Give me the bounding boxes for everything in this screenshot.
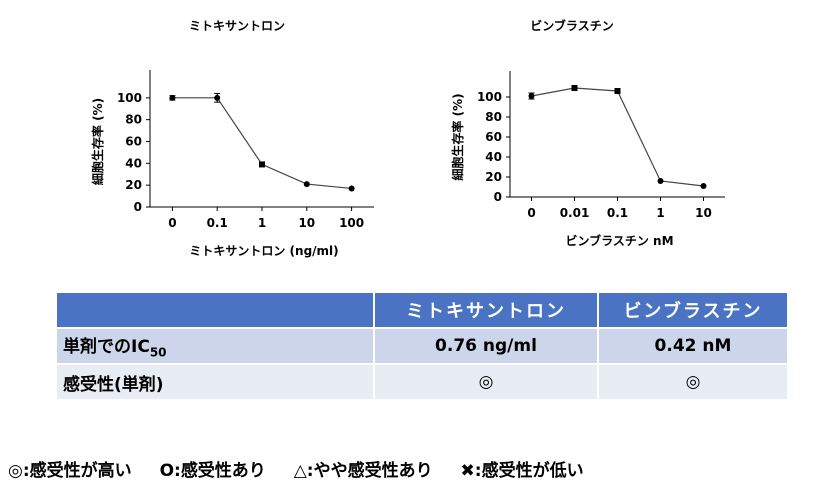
x-tick-label: 0	[168, 216, 176, 230]
x-axis-label: ビンブラスチン nM	[565, 233, 673, 248]
data-point	[169, 94, 176, 101]
x-tick-label: 1	[258, 216, 266, 230]
table-row: 感受性(単剤) ◎ ◎	[57, 365, 787, 399]
row-label-ic50: 単剤でのIC50	[57, 329, 373, 363]
y-tick-label: 40	[125, 156, 142, 170]
row-label-sensitivity: 感受性(単剤)	[57, 365, 373, 399]
x-tick-label: 0.01	[560, 206, 590, 220]
y-tick-label: 80	[485, 110, 502, 124]
data-point	[303, 181, 310, 188]
table-row: 単剤でのIC50 0.76 ng/ml 0.42 nM	[57, 329, 787, 363]
data-point	[214, 94, 221, 101]
x-tick-label: 1	[656, 206, 664, 220]
chart-title: ビンブラスチン	[530, 18, 613, 33]
data-point	[657, 178, 664, 184]
x-axis-label: ミトキサントロン (ng/ml)	[189, 244, 338, 258]
legend-item-somewhat: △:やや感受性あり	[293, 461, 433, 481]
y-tick-label: 100	[477, 90, 502, 104]
y-tick-label: 20	[125, 178, 142, 192]
table-header-blank	[57, 293, 373, 327]
sensitivity-legend: ◎:感受性が高い O:感受性あり △:やや感受性あり ✖:感受性が低い	[8, 456, 813, 481]
x-tick-label: 10	[298, 216, 315, 230]
table-header-mitoxantrone: ミトキサントロン	[375, 293, 597, 327]
table-header-row: ミトキサントロン ビンブラスチン	[57, 293, 787, 327]
y-tick-label: 80	[125, 113, 142, 127]
data-point	[700, 183, 707, 189]
x-tick-label: 0	[527, 206, 535, 220]
ic50-vinblastine: 0.42 nM	[599, 329, 787, 363]
table-header-vinblastine: ビンブラスチン	[599, 293, 787, 327]
x-tick-label: 100	[339, 216, 364, 230]
chart-title: ミトキサントロン	[189, 19, 285, 33]
legend-item-sensitive: O:感受性あり	[159, 461, 266, 481]
ic50-label-text: 単剤でのIC	[63, 337, 150, 358]
series-line	[172, 97, 352, 190]
ic50-mitoxantrone: 0.76 ng/ml	[375, 329, 597, 363]
ic50-subscript: 50	[149, 345, 167, 360]
data-point	[259, 161, 265, 168]
y-axis-label: 細胞生存率 (%)	[450, 93, 465, 180]
ic50-table: ミトキサントロン ビンブラスチン 単剤でのIC50 0.76 ng/ml 0.4…	[55, 291, 789, 401]
y-tick-label: 60	[485, 130, 502, 144]
x-tick-label: 10	[695, 206, 712, 220]
sensitivity-vinblastine: ◎	[599, 365, 787, 399]
y-tick-label: 20	[485, 170, 502, 184]
y-tick-label: 0	[494, 190, 502, 204]
legend-item-high: ◎:感受性が高い	[8, 461, 132, 481]
y-tick-label: 40	[485, 150, 502, 164]
x-tick-label: 0.1	[607, 206, 628, 220]
y-tick-label: 0	[134, 200, 142, 214]
sensitivity-mitoxantrone: ◎	[375, 365, 597, 399]
data-point	[528, 93, 535, 99]
data-point	[348, 185, 355, 192]
x-tick-label: 0.1	[207, 216, 228, 230]
vinblastine-chart: ビンブラスチン 0 20 40 60 80 100 0 0.01 0.1 1 10 ビンブラスチン nM…	[450, 18, 725, 248]
series-line	[531, 87, 704, 187]
y-axis-label: 細胞生存率 (%)	[90, 98, 105, 185]
data-point	[571, 85, 578, 91]
y-tick-label: 100	[117, 91, 142, 105]
legend-item-low: ✖:感受性が低い	[460, 461, 584, 481]
y-tick-label: 60	[125, 135, 142, 149]
data-point	[614, 88, 621, 94]
